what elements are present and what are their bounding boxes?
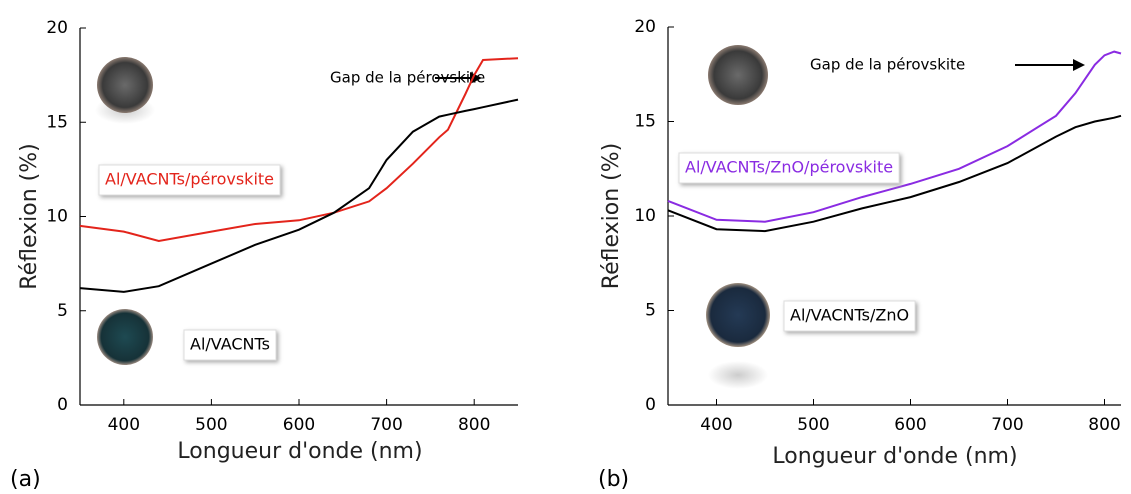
legend-box [783,300,916,332]
y-tick-label: 15 [634,112,656,132]
y-tick-label: 10 [634,206,656,226]
data-line [79,98,519,293]
y-tick-label: 5 [645,301,656,321]
data-line [667,114,1122,233]
x-tick-label: 500 [797,415,829,435]
legend-box [678,152,900,184]
data-line [79,57,519,243]
legend-entry: Al/VACNTs/ZnO/pérovskite [678,152,900,184]
legend-label: Al/VACNTs/ZnO [790,306,909,325]
sample-photo [708,45,768,105]
arrow-head [1073,59,1085,71]
y-tick-label: 0 [57,395,68,415]
x-tick-label: 400 [108,415,140,435]
y-tick-label: 10 [46,207,68,227]
legend-label: Al/VACNTs [190,335,270,354]
y-tick-label: 0 [645,395,656,415]
x-tick-label: 500 [195,415,227,435]
data-line [667,50,1122,223]
sample-photo [97,57,153,113]
x-tick-label: 400 [700,415,732,435]
panel-label: (b) [598,467,629,492]
x-axis-title: Longueur d'onde (nm) [772,444,1017,469]
legend-label: Al/VACNTs/pérovskite [105,170,274,189]
legend-entry: Al/VACNTs [183,329,277,361]
annotation: Gap de la pérovskite [330,69,485,87]
y-tick-label: 20 [634,17,656,37]
y-tick-label: 15 [46,112,68,132]
y-axis-title: Réflexion (%) [17,143,42,289]
y-tick-label: 20 [46,18,68,38]
legend-box [98,164,281,196]
arrow-head [470,72,482,84]
legend-entry: Al/VACNTs/pérovskite [98,164,281,196]
x-tick-label: 700 [370,415,402,435]
x-tick-label: 800 [458,415,490,435]
photo-shadow [708,361,768,389]
annotation: Gap de la pérovskite [810,56,965,74]
x-tick-label: 800 [1088,415,1120,435]
y-axis-title: Réflexion (%) [599,143,624,289]
sample-photo [97,309,153,365]
legend-box [183,329,277,361]
x-axis-title: Longueur d'onde (nm) [177,439,422,464]
x-tick-label: 700 [991,415,1023,435]
legend-entry: Al/VACNTs/ZnO [783,300,916,332]
legend-label: Al/VACNTs/ZnO/pérovskite [685,158,893,177]
x-tick-label: 600 [894,415,926,435]
y-tick-label: 5 [57,301,68,321]
x-tick-label: 600 [283,415,315,435]
sample-photo [706,283,770,347]
panel-label: (a) [10,467,41,492]
